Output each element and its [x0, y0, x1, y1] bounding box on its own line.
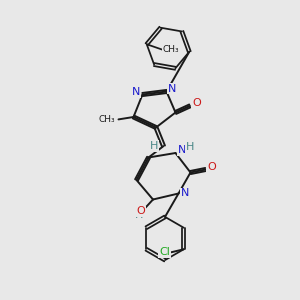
Text: O: O [136, 206, 145, 217]
Text: O: O [192, 98, 201, 109]
Text: H: H [150, 141, 158, 151]
Text: Cl: Cl [159, 247, 170, 257]
Text: N: N [168, 83, 176, 94]
Text: CH₃: CH₃ [162, 45, 179, 54]
Text: H: H [186, 142, 194, 152]
Text: N: N [132, 87, 140, 97]
Text: O: O [207, 162, 216, 172]
Text: CH₃: CH₃ [99, 115, 116, 124]
Text: N: N [181, 188, 189, 199]
Text: N: N [178, 145, 186, 155]
Text: H: H [135, 209, 143, 220]
